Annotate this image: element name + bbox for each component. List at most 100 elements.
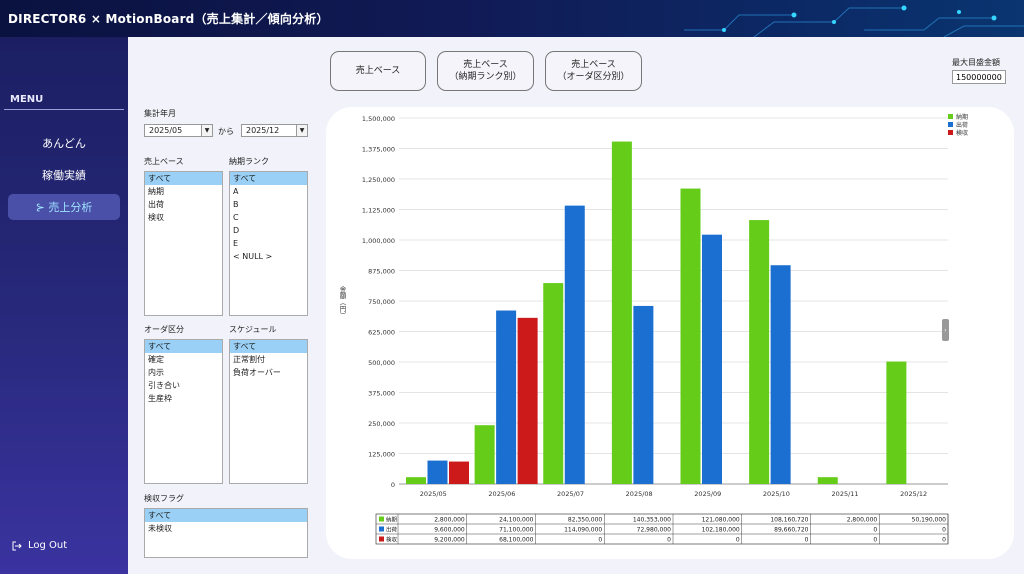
sidebar-item-andon[interactable]: あんどん xyxy=(8,130,120,156)
tab-sublabel: （オーダ区分別） xyxy=(557,72,630,82)
logout-button[interactable]: Log Out xyxy=(12,540,67,551)
list-option[interactable]: E xyxy=(233,239,239,248)
bar xyxy=(474,425,495,484)
sales-bar-chart: 1,500,000 1,375,000 1,250,000 1,125,000 1,00… xyxy=(338,113,968,545)
panel-toggle-icon[interactable]: › xyxy=(942,319,949,341)
list-option[interactable]: すべて xyxy=(230,340,307,353)
list-option[interactable]: すべて xyxy=(230,172,307,185)
legend-swatch xyxy=(948,114,953,119)
tab-sales-base-by-rank[interactable]: 売上ベース （納期ランク別） xyxy=(437,51,534,91)
table-cell: 9,600,000 xyxy=(434,527,465,534)
table-cell: 24,100,000 xyxy=(499,517,534,524)
table-cell: 0 xyxy=(942,537,946,544)
list-option[interactable]: 負荷オーバー xyxy=(233,368,281,377)
order-type-label: オーダ区分 xyxy=(144,325,184,334)
y-tick-label: 1,500,000 xyxy=(362,115,395,123)
from-month-select[interactable]: 2025/05 ▼ xyxy=(144,124,213,137)
logout-label: Log Out xyxy=(28,540,68,551)
app-header: DIRECTOR6 × MotionBoard（売上集計／傾向分析） xyxy=(0,0,1024,37)
schedule-list[interactable]: すべて正常割付負荷オーバー xyxy=(229,339,308,484)
y-tick-label: 875,000 xyxy=(368,268,395,276)
list-option[interactable]: 検収 xyxy=(148,213,164,222)
main-content: 売上ベース 売上ベース （納期ランク別） 売上ベース （オーダ区分別） 最大目盛… xyxy=(128,37,1024,574)
bar xyxy=(680,188,701,484)
table-cell: 0 xyxy=(873,527,877,534)
sales-base-list[interactable]: すべて 納期 出荷 検収 xyxy=(144,171,223,316)
legend-label: 検収 xyxy=(956,129,968,137)
max-amount-input[interactable] xyxy=(952,70,1006,84)
sidebar-item-label: ⊱ 売上分析 xyxy=(35,201,93,214)
chevron-down-icon[interactable]: ▼ xyxy=(201,125,212,136)
bar xyxy=(817,477,838,484)
legend-swatch xyxy=(948,122,953,127)
bar xyxy=(886,361,907,484)
list-option[interactable]: A xyxy=(233,187,239,196)
list-option[interactable]: D xyxy=(233,226,240,235)
circuit-decoration xyxy=(684,5,1024,37)
acceptance-flag-label: 検収フラグ xyxy=(144,494,184,503)
period-label: 集計年月 xyxy=(144,109,176,118)
schedule-label: スケジュール xyxy=(229,325,277,334)
y-tick-label: 250,000 xyxy=(368,420,395,428)
table-cell: 0 xyxy=(942,527,946,534)
x-tick-label: 2025/08 xyxy=(626,490,653,498)
app-title: DIRECTOR6 × MotionBoard（売上集計／傾向分析） xyxy=(8,12,329,26)
list-option[interactable]: すべて xyxy=(145,172,222,185)
tab-sales-base[interactable]: 売上ベース xyxy=(330,51,426,91)
table-cell: 121,080,000 xyxy=(702,517,740,524)
tab-label: 売上ベース xyxy=(355,66,401,76)
legend-swatch xyxy=(948,130,953,135)
table-series-name: 納期 xyxy=(386,516,398,524)
table-cell: 0 xyxy=(873,537,877,544)
list-option[interactable]: 未検収 xyxy=(148,524,172,533)
list-option[interactable]: すべて xyxy=(145,509,307,522)
list-option[interactable]: 正常割付 xyxy=(233,355,265,364)
y-tick-label: 1,375,000 xyxy=(362,146,395,154)
sidebar-item-label: 稼働実績 xyxy=(42,169,86,182)
y-tick-label: 1,000,000 xyxy=(362,237,395,245)
bar xyxy=(517,317,538,484)
bar xyxy=(449,461,469,484)
sidebar: MENU あんどん 稼働実績 ⊱ 売上分析 Log Out xyxy=(0,37,128,574)
table-cell: 0 xyxy=(598,537,602,544)
to-month-select[interactable]: 2025/12 ▼ xyxy=(241,124,308,137)
order-type-list[interactable]: すべて確定内示引き合い生産枠 xyxy=(144,339,223,484)
x-tick-label: 2025/05 xyxy=(420,490,447,498)
y-tick-label: 625,000 xyxy=(368,329,395,337)
list-option[interactable]: C xyxy=(233,213,239,222)
legend-label: 出荷 xyxy=(956,121,968,129)
table-series-swatch xyxy=(379,536,384,542)
table-cell: 50,190,000 xyxy=(912,517,947,524)
y-tick-label: 500,000 xyxy=(368,359,395,367)
list-option[interactable]: < NULL > xyxy=(233,252,273,261)
x-tick-label: 2025/06 xyxy=(488,490,515,498)
table-cell: 0 xyxy=(805,537,809,544)
table-cell: 0 xyxy=(736,537,740,544)
sidebar-item-operation[interactable]: 稼働実績 xyxy=(8,162,120,188)
acceptance-flag-list[interactable]: すべて 未検収 xyxy=(144,508,308,558)
list-option[interactable]: 生産枠 xyxy=(148,394,172,403)
bar xyxy=(770,265,791,484)
tab-sales-base-by-order[interactable]: 売上ベース （オーダ区分別） xyxy=(545,51,642,91)
x-tick-label: 2025/09 xyxy=(694,490,721,498)
list-option[interactable]: 引き合い xyxy=(148,381,180,390)
delivery-rank-list[interactable]: すべて A B C D E < NULL > xyxy=(229,171,308,316)
chevron-down-icon[interactable]: ▼ xyxy=(296,125,307,136)
table-series-name: 出荷 xyxy=(386,526,398,534)
sidebar-item-sales-analysis[interactable]: ⊱ 売上分析 xyxy=(8,194,120,220)
list-option[interactable]: 納期 xyxy=(148,187,164,196)
list-option[interactable]: 内示 xyxy=(148,368,164,377)
menu-label: MENU xyxy=(10,94,44,105)
bar xyxy=(427,460,448,484)
table-cell: 2,800,000 xyxy=(434,517,465,524)
y-tick-label: 375,000 xyxy=(368,390,395,398)
list-option[interactable]: B xyxy=(233,200,239,209)
sidebar-item-label: あんどん xyxy=(42,137,86,150)
list-option[interactable]: 出荷 xyxy=(148,200,164,209)
list-option[interactable]: 確定 xyxy=(148,355,164,364)
table-series-name: 検収 xyxy=(386,536,398,544)
table-cell: 2,800,000 xyxy=(847,517,878,524)
tab-label: 売上ベース xyxy=(463,60,508,70)
tab-label: 売上ベース xyxy=(571,60,616,70)
list-option[interactable]: すべて xyxy=(145,340,222,353)
